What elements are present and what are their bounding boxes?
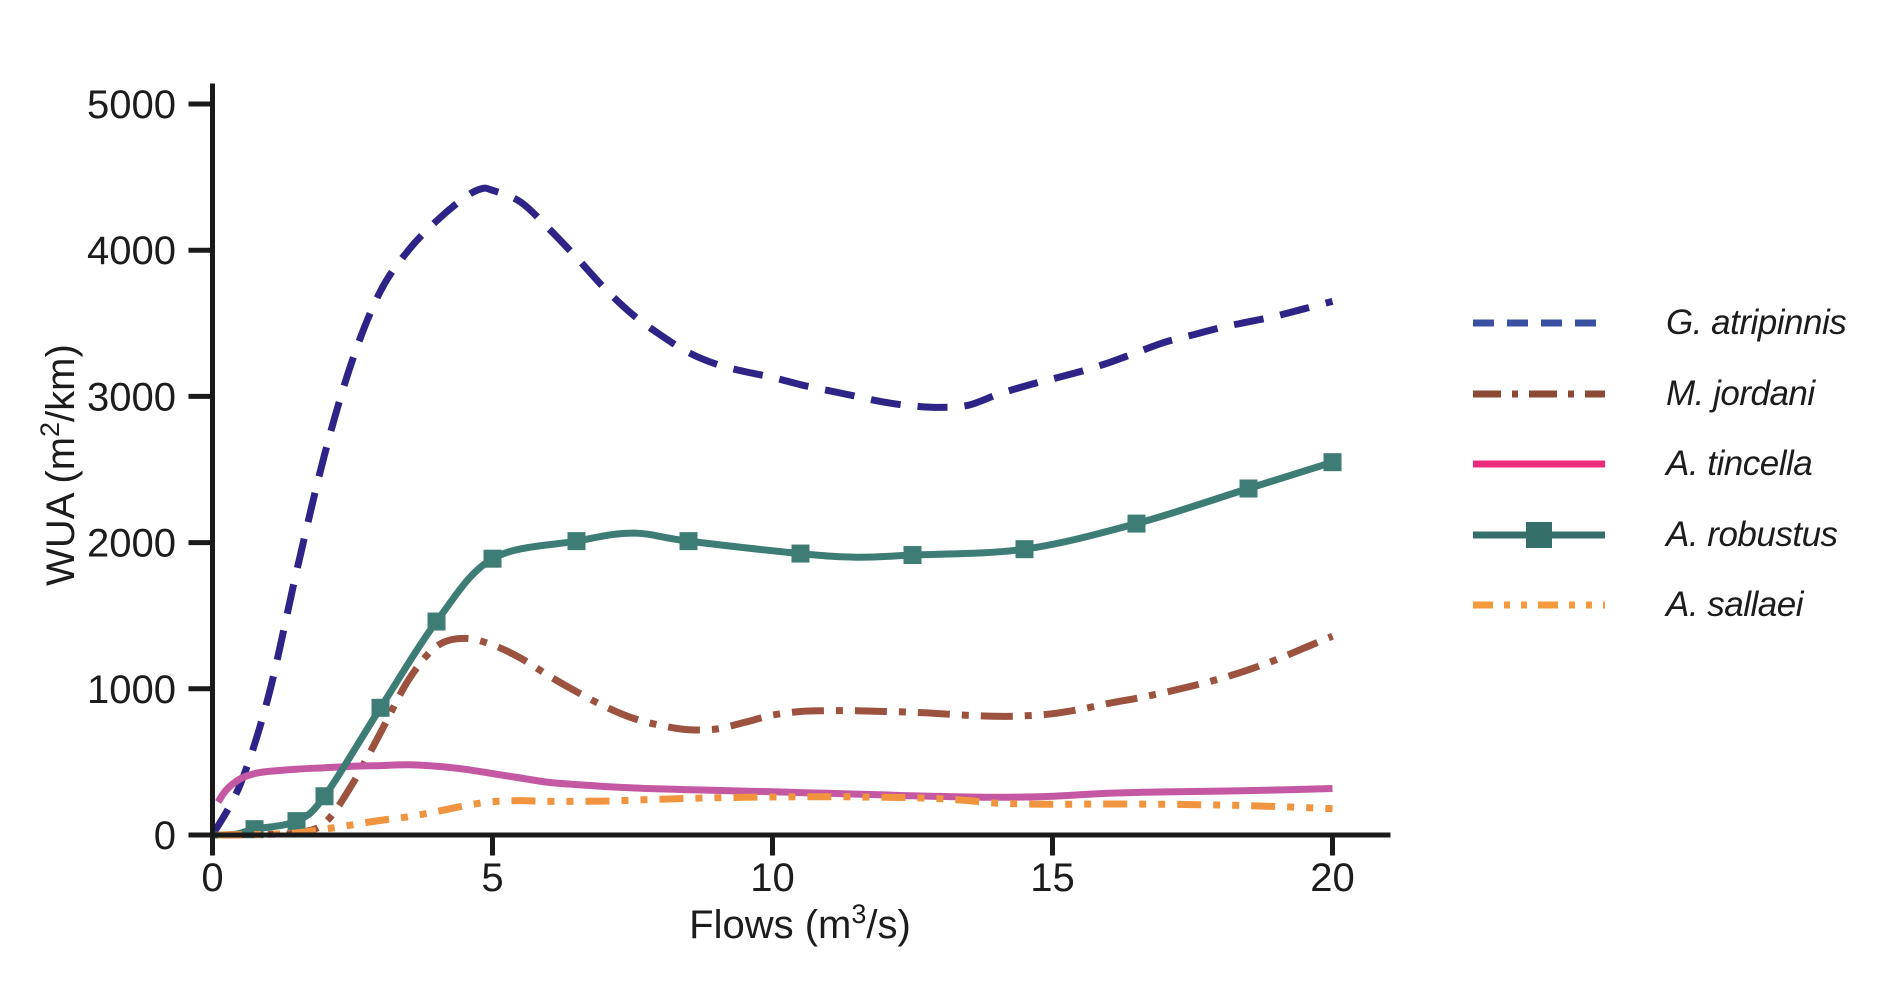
x-tick-label: 15 (1030, 856, 1075, 900)
x-tick-label: 5 (481, 856, 503, 900)
series-marker-square (1015, 540, 1034, 559)
series-marker-square (1127, 514, 1146, 533)
series-line-a-tincella (215, 761, 1333, 805)
x-axis-title: Flows (m3/s) (689, 899, 911, 947)
series-line-m-jordani (223, 632, 1334, 839)
series-line-g-atripinnis (209, 184, 1334, 837)
series-marker-square (427, 612, 446, 631)
series-marker-square (287, 812, 306, 831)
x-tick-label: 20 (1310, 856, 1355, 900)
series-marker-square (1239, 479, 1258, 498)
y-tick-label: 1000 (87, 668, 176, 712)
y-tick-label: 0 (154, 814, 176, 858)
x-tick-label: 10 (750, 856, 795, 900)
axes (188, 83, 1391, 856)
series-marker-square (315, 787, 334, 806)
y-tick-label: 5000 (87, 83, 176, 127)
y-tick-label: 2000 (87, 522, 176, 566)
series-marker-square (903, 546, 922, 565)
series-marker-square (371, 698, 390, 717)
x-tick-label: 0 (201, 856, 223, 900)
series-line-a-robustus (212, 458, 1334, 839)
series-marker-square (483, 549, 502, 568)
y-tick-label: 4000 (87, 229, 176, 273)
tick-labels: 0 1000 2000 3000 4000 5000 0 5 10 15 20 Flows (m3/s… (35, 83, 1355, 947)
series-marker-square (567, 532, 586, 551)
y-tick-label: 3000 (87, 375, 176, 419)
series-marker-square (1323, 453, 1342, 472)
y-axis-title: WUA (m2/km) (35, 344, 83, 586)
series-marker-square (679, 532, 698, 551)
series-marker-square (791, 544, 810, 563)
series-line-a-sallaei (218, 793, 1333, 839)
